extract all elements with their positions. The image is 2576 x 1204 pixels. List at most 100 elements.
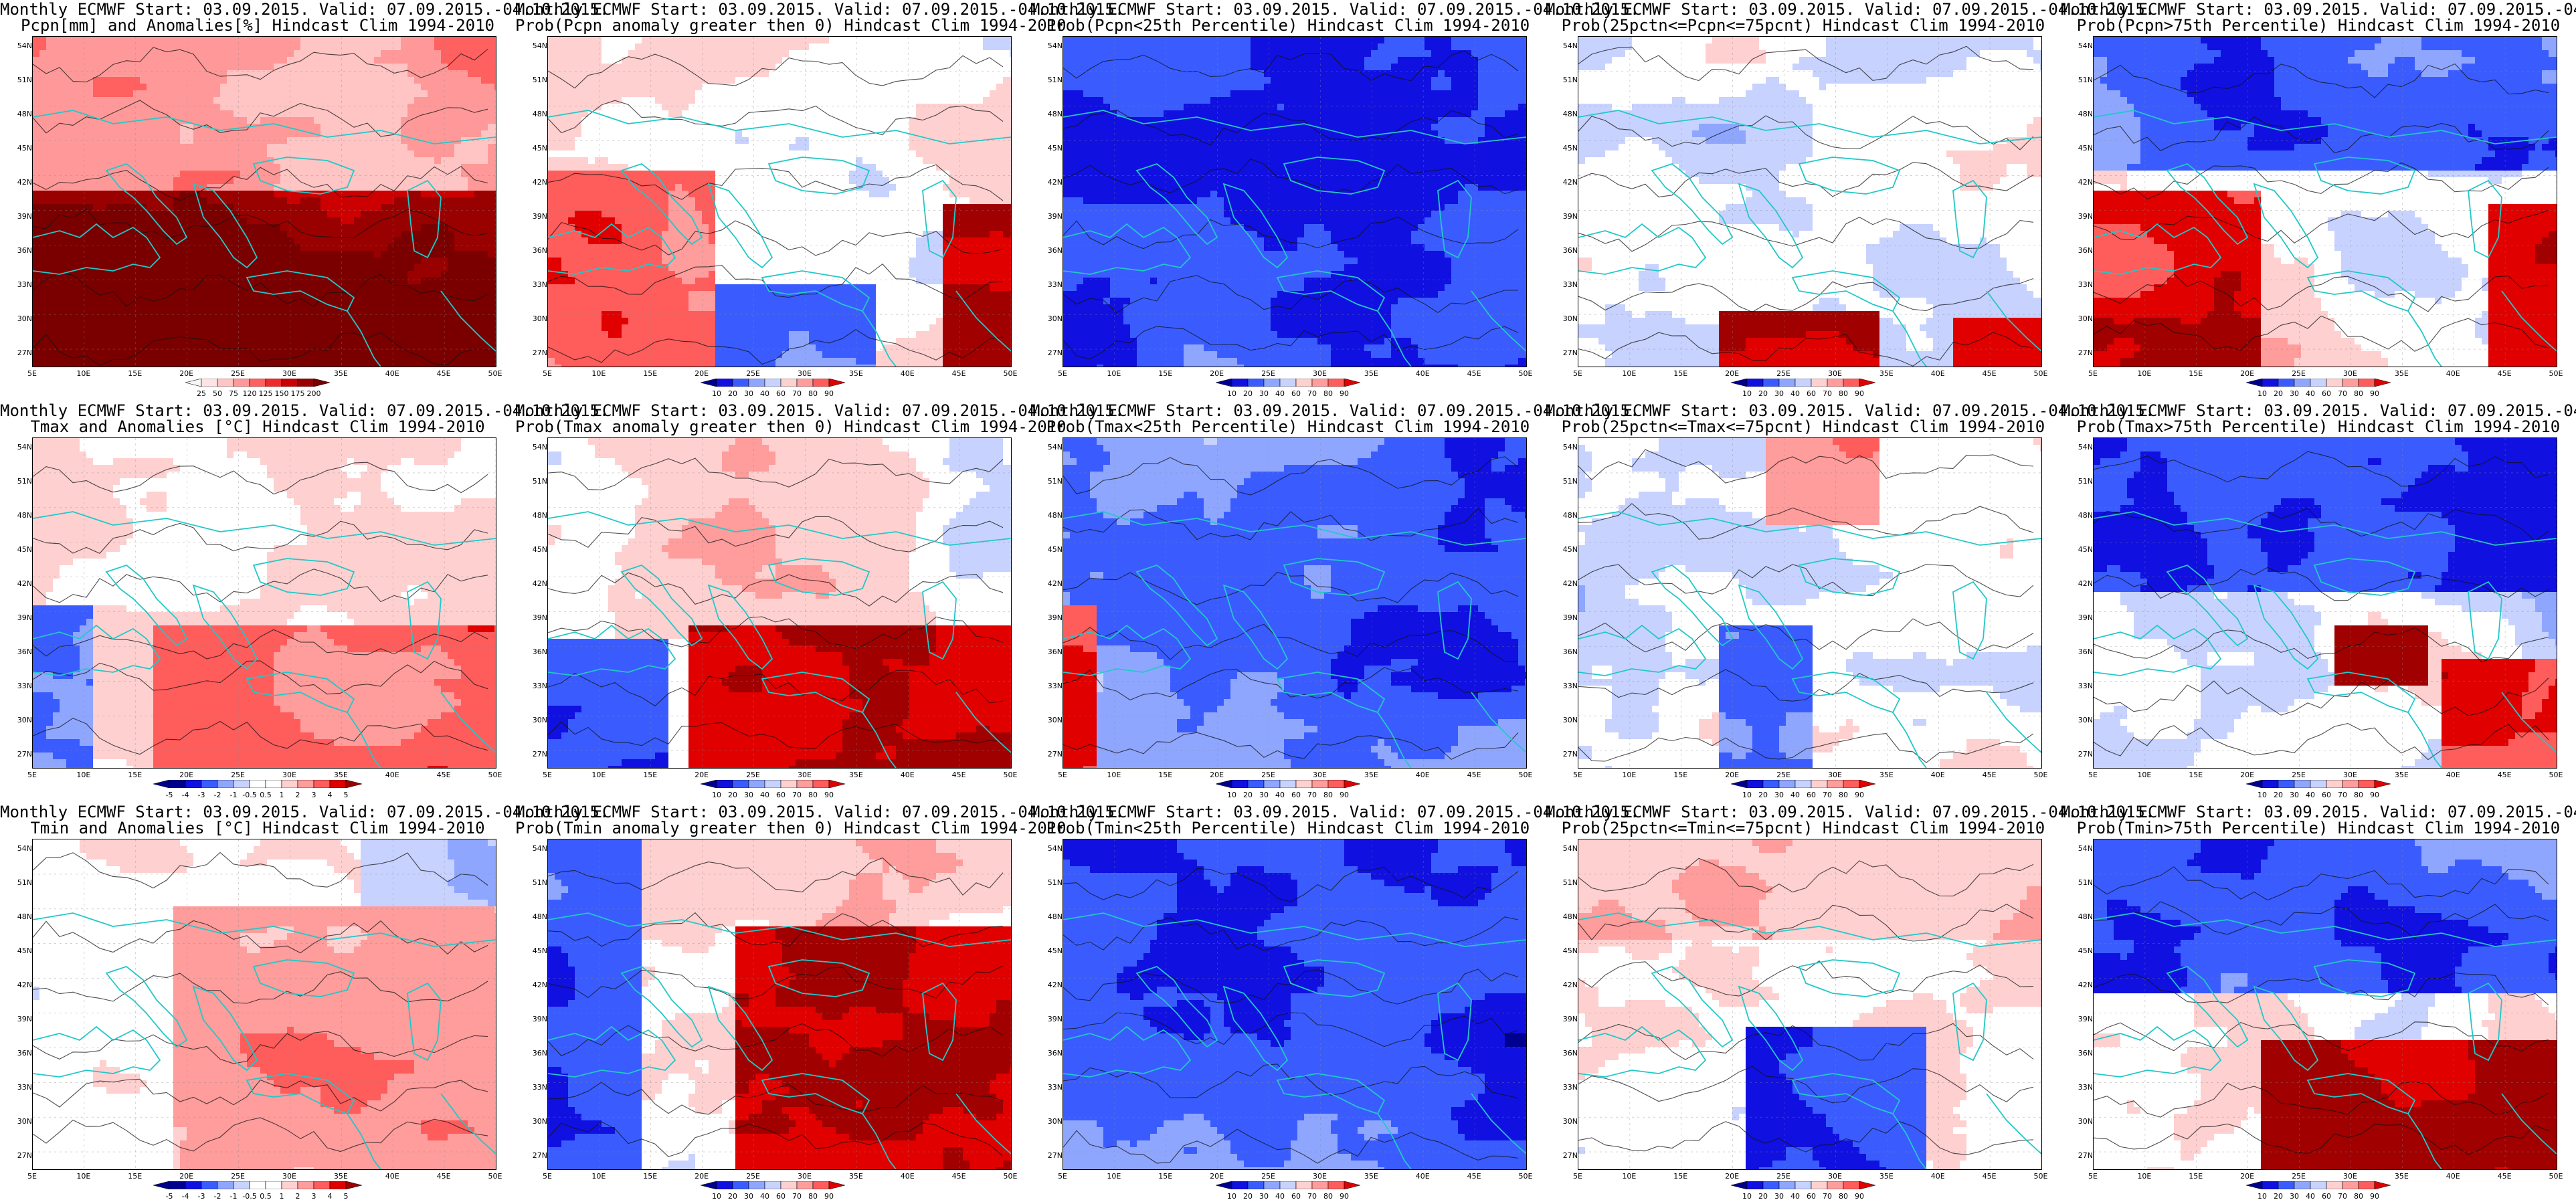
latitude-label: 45N	[2070, 946, 2093, 955]
longitude-label: 35E	[1358, 771, 1384, 779]
panel-title-line2: Prob(Tmax>75th Percentile) Hindcast Clim…	[2061, 419, 2576, 435]
latitude-label: 48N	[1040, 110, 1063, 118]
colorbar-tick-label: 10	[1218, 389, 1245, 398]
latitude-label: 45N	[1040, 946, 1063, 955]
latitude-label: 33N	[1040, 682, 1063, 690]
map-panel: Monthly ECMWF Start: 03.09.2015. Valid: …	[1546, 401, 2154, 803]
longitude-label: 5E	[1049, 771, 1076, 779]
latitude-label: 51N	[1040, 878, 1063, 887]
panel-title-line1: Monthly ECMWF Start: 03.09.2015. Valid: …	[1546, 403, 2154, 419]
longitude-label: 40E	[894, 771, 921, 779]
colorbar-tick-label: 30	[735, 389, 762, 398]
latitude-label: 33N	[1555, 280, 1578, 289]
longitude-label: 5E	[19, 369, 45, 378]
longitude-label: 10E	[2131, 369, 2158, 378]
colorbar-tick-label: 40	[2297, 389, 2324, 398]
longitude-label: 30E	[2336, 771, 2363, 779]
colorbar-tick-label: 30	[2281, 389, 2308, 398]
longitude-label: 25E	[2286, 1172, 2312, 1181]
panel-title-line2: Prob(Pcpn<25th Percentile) Hindcast Clim…	[1030, 17, 1546, 33]
latitude-label: 36N	[2070, 1049, 2093, 1058]
colorbar-tick-label: 70	[1814, 1192, 1841, 1201]
latitude-label: 51N	[1555, 878, 1578, 887]
longitude-label: 15E	[1152, 1172, 1179, 1181]
longitude-label: 5E	[19, 771, 45, 779]
map-panel: Monthly ECMWF Start: 03.09.2015. Valid: …	[515, 0, 1124, 401]
longitude-label: 40E	[2440, 1172, 2466, 1181]
longitude-label: 30E	[791, 369, 818, 378]
map-plot-area	[32, 437, 496, 769]
longitude-label: 20E	[688, 1172, 715, 1181]
longitude-label: 45E	[1461, 771, 1487, 779]
latitude-label: 51N	[2070, 477, 2093, 486]
latitude-label: 51N	[1040, 76, 1063, 84]
colorbar-tick-label: 80	[2345, 389, 2372, 398]
panel-title-line2: Tmin and Anomalies [°C] Hindcast Clim 19…	[0, 820, 515, 836]
latitude-label: 36N	[1040, 246, 1063, 255]
latitude-label: 33N	[9, 1083, 32, 1092]
longitude-label: 45E	[1976, 369, 2003, 378]
panel-title-line2: Prob(Pcpn anomaly greater then 0) Hindca…	[515, 17, 1067, 33]
colorbar-tick-label: -3	[188, 791, 215, 799]
panel-title-line1: Monthly ECMWF Start: 03.09.2015. Valid: …	[2061, 804, 2576, 820]
latitude-label: 39N	[525, 613, 547, 622]
colorbar-tick-label: 80	[1830, 1192, 1857, 1201]
panel-title-line1: Monthly ECMWF Start: 03.09.2015. Valid: …	[0, 403, 609, 419]
latitude-label: 39N	[2070, 212, 2093, 221]
latitude-label: 33N	[9, 682, 32, 690]
latitude-label: 39N	[1040, 1015, 1063, 1023]
longitude-label: 20E	[2234, 369, 2261, 378]
map-field	[33, 438, 496, 768]
colorbar-tick-label: 10	[2249, 1192, 2276, 1201]
latitude-label: 42N	[9, 981, 32, 989]
longitude-label: 5E	[1049, 1172, 1076, 1181]
colorbar-tick-label: 30	[2281, 791, 2308, 799]
map-field	[2094, 37, 2557, 367]
longitude-label: 45E	[1976, 771, 2003, 779]
longitude-label: 20E	[2234, 1172, 2261, 1181]
latitude-label: 33N	[1555, 682, 1578, 690]
panel-title-line2: Pcpn[mm] and Anomalies[%] Hindcast Clim …	[0, 17, 515, 33]
longitude-label: 10E	[1101, 1172, 1127, 1181]
colorbar-tick-label: 30	[2281, 1192, 2308, 1201]
colorbar-tick-label: -5	[156, 791, 183, 799]
longitude-label: 15E	[637, 1172, 664, 1181]
latitude-label: 45N	[525, 545, 547, 554]
colorbar-tick-label: -0.5	[236, 791, 263, 799]
latitude-label: 30N	[1555, 314, 1578, 323]
colorbar-tick-label: 20	[719, 389, 746, 398]
colorbar-tick-label: 20	[719, 1192, 746, 1201]
latitude-label: 45N	[9, 545, 32, 554]
colorbar-tick-label: 30	[1766, 1192, 1792, 1201]
map-field	[1063, 37, 1526, 367]
colorbar-tick-label: 60	[767, 389, 794, 398]
longitude-label: 20E	[688, 771, 715, 779]
colorbar	[1216, 1181, 1360, 1189]
longitude-label: 50E	[482, 1172, 509, 1181]
longitude-label: 35E	[1873, 771, 1900, 779]
longitude-label: 25E	[740, 1172, 767, 1181]
longitude-label: 25E	[1255, 1172, 1282, 1181]
colorbar	[1216, 379, 1360, 387]
map-plot-area	[2093, 839, 2557, 1170]
colorbar-tick-label: -4	[172, 1192, 199, 1201]
longitude-label: 50E	[1512, 1172, 1539, 1181]
latitude-label: 27N	[2070, 750, 2093, 759]
latitude-label: 36N	[9, 1049, 32, 1058]
longitude-label: 10E	[1616, 369, 1643, 378]
latitude-label: 27N	[2070, 348, 2093, 357]
latitude-label: 54N	[9, 443, 32, 452]
colorbar-tick-label: 150	[268, 389, 295, 398]
longitude-label: 40E	[379, 1172, 405, 1181]
latitude-label: 54N	[1040, 443, 1063, 452]
colorbar-tick-label: 10	[703, 1192, 730, 1201]
colorbar-tick-label: 90	[1846, 1192, 1873, 1201]
map-panel: Monthly ECMWF Start: 03.09.2015. Valid: …	[1546, 0, 2154, 401]
longitude-label: 5E	[1564, 369, 1591, 378]
longitude-label: 15E	[122, 771, 149, 779]
latitude-label: 36N	[1040, 647, 1063, 656]
colorbar-tick-label: 30	[1251, 791, 1277, 799]
latitude-label: 27N	[9, 750, 32, 759]
latitude-label: 42N	[9, 178, 32, 187]
map-plot-area	[1578, 839, 2042, 1170]
